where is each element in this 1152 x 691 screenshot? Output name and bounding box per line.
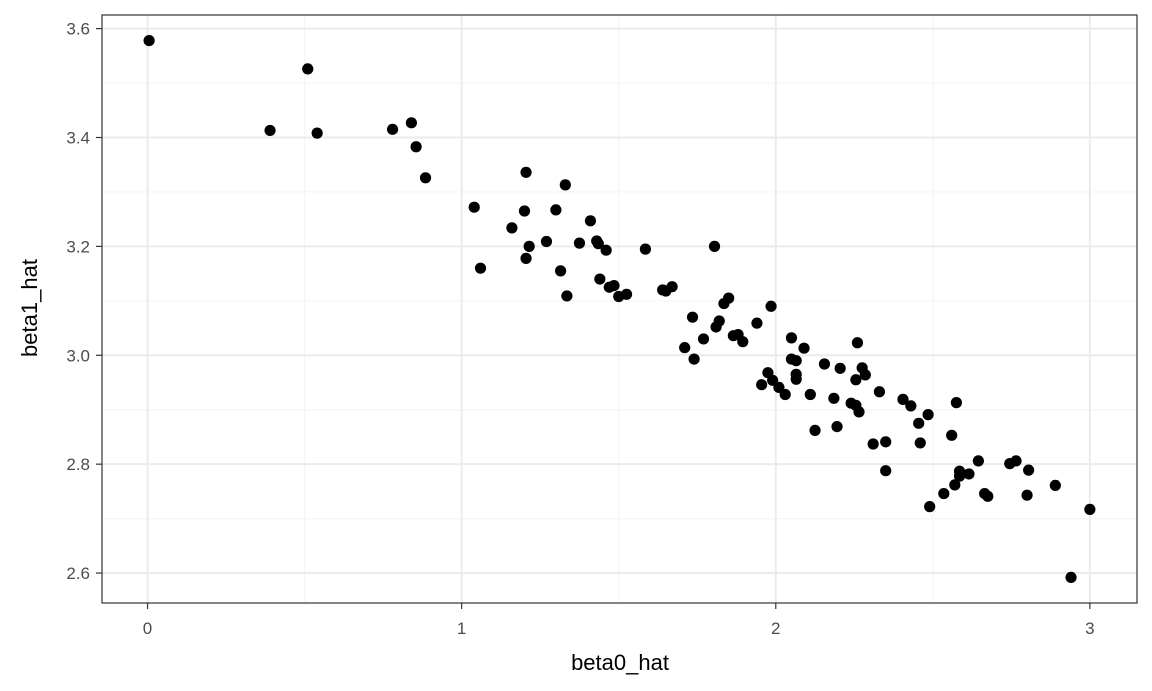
data-point	[834, 362, 846, 374]
data-point	[302, 63, 314, 75]
data-point	[963, 468, 975, 480]
data-point	[938, 487, 950, 500]
data-point	[914, 437, 926, 449]
x-axis-ticks: 0 1 2 3	[143, 603, 1095, 638]
data-point	[713, 315, 725, 327]
data-point	[1084, 503, 1096, 515]
data-point	[818, 358, 831, 370]
data-point	[853, 406, 865, 418]
data-point	[851, 337, 864, 349]
data-point	[419, 172, 432, 184]
data-point	[897, 393, 909, 405]
y-tick-label: 3.6	[66, 20, 90, 39]
grid-major	[102, 15, 1137, 603]
data-points	[143, 34, 1096, 584]
data-point	[880, 436, 892, 448]
data-point	[798, 342, 810, 354]
data-point	[600, 244, 612, 256]
data-point	[555, 265, 567, 277]
data-point	[561, 290, 573, 302]
data-point	[972, 455, 984, 467]
y-axis-ticks: 2.6 2.8 3.0 3.2 3.4 3.6	[66, 20, 102, 583]
x-axis-title: beta0_hat	[571, 650, 669, 675]
data-point	[949, 479, 961, 491]
data-point	[639, 243, 652, 255]
data-point	[506, 222, 518, 234]
data-point	[468, 201, 480, 213]
grid-minor	[102, 15, 1137, 603]
y-axis-title: beta1_hat	[17, 259, 42, 357]
data-point	[1010, 455, 1022, 467]
data-point	[850, 374, 862, 386]
data-point	[143, 34, 155, 47]
data-point	[708, 240, 721, 252]
data-point	[751, 317, 763, 329]
data-point	[924, 501, 936, 513]
data-point	[584, 215, 597, 227]
y-tick-label: 3.0	[66, 346, 90, 365]
y-tick-label: 2.6	[66, 564, 90, 583]
x-tick-label: 0	[143, 619, 152, 638]
data-point	[410, 141, 422, 153]
data-point	[809, 424, 821, 437]
data-point	[922, 409, 934, 421]
panel-border	[101, 14, 1138, 604]
y-tick-label: 3.4	[66, 129, 90, 148]
data-point	[765, 300, 777, 312]
x-tick-label: 2	[771, 619, 780, 638]
data-point	[1021, 489, 1033, 501]
data-point	[756, 379, 768, 391]
data-point	[573, 237, 586, 249]
data-point	[950, 397, 962, 409]
data-point	[592, 238, 604, 250]
data-point	[311, 127, 323, 139]
data-point	[540, 235, 553, 248]
data-point	[1049, 479, 1061, 491]
data-point	[790, 355, 802, 367]
data-point	[666, 281, 678, 293]
data-point	[946, 429, 958, 441]
x-tick-label: 1	[457, 619, 466, 638]
data-point	[737, 336, 749, 348]
data-point	[523, 240, 535, 252]
data-point	[550, 204, 562, 216]
data-point	[859, 369, 871, 381]
y-tick-label: 2.8	[66, 455, 90, 474]
x-tick-label: 3	[1085, 619, 1094, 638]
data-point	[953, 470, 966, 482]
data-point	[867, 438, 879, 450]
data-point	[804, 388, 816, 401]
data-point	[1065, 571, 1077, 584]
data-point	[723, 292, 735, 304]
data-point	[785, 332, 798, 344]
data-point	[559, 179, 571, 191]
data-point	[474, 262, 487, 274]
data-point	[790, 373, 802, 385]
data-point	[594, 273, 606, 285]
data-point	[779, 388, 791, 401]
data-point	[620, 288, 633, 300]
data-point	[520, 252, 532, 264]
data-point	[831, 421, 843, 433]
data-point	[828, 392, 840, 404]
data-point	[873, 386, 886, 398]
data-point	[518, 205, 531, 217]
data-point	[608, 279, 620, 292]
data-point	[405, 117, 418, 129]
data-point	[679, 342, 691, 354]
data-point	[264, 124, 276, 137]
data-point	[688, 353, 700, 365]
data-point	[880, 465, 892, 477]
data-point	[386, 123, 399, 135]
data-point	[1023, 464, 1035, 476]
data-point	[520, 166, 532, 178]
data-point	[686, 311, 699, 323]
data-point	[982, 490, 994, 502]
data-point	[913, 417, 925, 429]
y-tick-label: 3.2	[66, 237, 90, 256]
data-point	[905, 400, 917, 412]
data-point	[697, 333, 710, 345]
